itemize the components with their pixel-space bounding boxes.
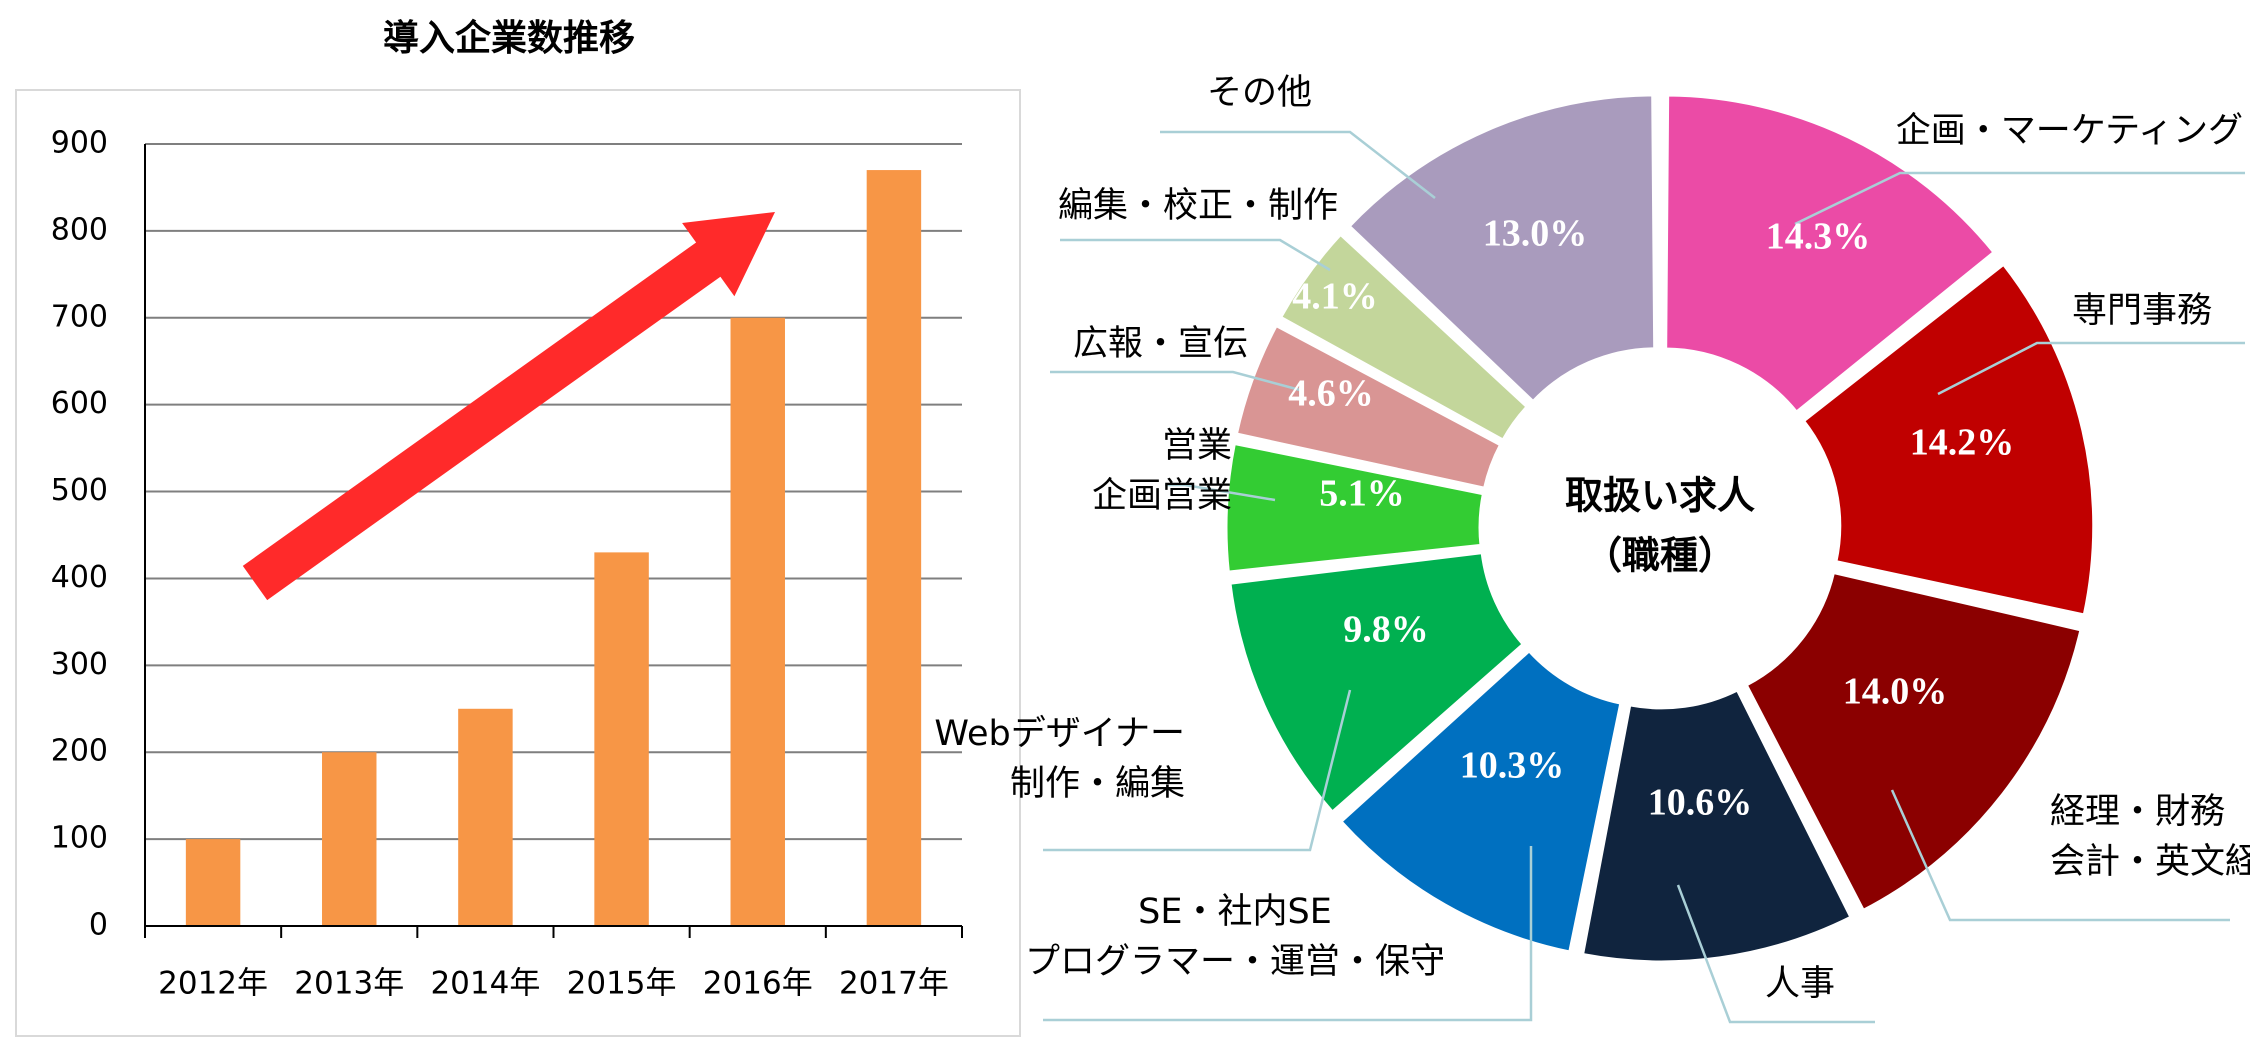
slice-category-label: その他 <box>1207 73 1312 113</box>
bar <box>458 708 513 926</box>
slice-percent-label: 4.6% <box>1288 373 1374 415</box>
donut-slice <box>1580 687 1853 964</box>
bar <box>730 317 785 926</box>
donut-slice <box>1338 648 1623 954</box>
slice-percent-label: 5.1% <box>1319 473 1405 515</box>
leader-line <box>1060 238 1331 272</box>
y-tick-label: 100 <box>51 821 108 856</box>
leader-line <box>1160 130 1436 199</box>
y-tick-label: 700 <box>51 299 108 334</box>
chart-frame <box>15 89 1021 1037</box>
slice-percent-label: 14.0% <box>1843 671 1948 713</box>
slice-percent-label: 9.8% <box>1343 609 1429 651</box>
slice-category-label: 企画・マーケティング <box>1896 111 2243 151</box>
donut-slice <box>1744 570 2083 913</box>
x-axis-ticks: 2012年 2013年 2014年 2015年 2016年 2017年 <box>158 966 949 1002</box>
y-tick-label: 600 <box>51 386 108 421</box>
x-axis <box>144 144 963 938</box>
bar <box>594 552 649 926</box>
leader-line <box>1676 884 1875 1024</box>
slice-category-label: 経理・財務 <box>2050 792 2225 832</box>
slice-category-label: 広報・宣伝 <box>1073 324 1248 364</box>
x-tick-label: 2017年 <box>839 966 949 1002</box>
donut-slice <box>1234 323 1503 491</box>
slice-category-label: 企画営業 <box>1092 476 1232 516</box>
slice-category-label: 営業 <box>1162 426 1232 466</box>
slice-category-label: Webデザイナー <box>934 714 1185 754</box>
leader-line <box>1050 370 1301 392</box>
bar-chart: 導入企業数推移 0 100 200 300 400 500 600 700 800 900 201… <box>15 17 1021 1037</box>
slice-percent-label: 10.6% <box>1648 782 1753 824</box>
bar <box>322 752 377 926</box>
donut-center-text: 取扱い求人 <box>1565 474 1755 518</box>
slice-category-label: プログラマー・運営・保守 <box>1025 942 1445 982</box>
leader-line <box>1043 689 1352 852</box>
donut-slices <box>1224 93 2096 964</box>
bar <box>185 839 241 926</box>
trend-arrow-icon <box>242 212 776 601</box>
bars <box>185 170 922 927</box>
donut-slice <box>1664 93 1997 415</box>
y-tick-label: 900 <box>51 126 108 161</box>
slice-percent-label: 14.3% <box>1766 216 1871 258</box>
x-tick-label: 2015年 <box>567 966 677 1002</box>
donut-slice <box>1224 441 1486 574</box>
leader-line <box>1794 171 2245 226</box>
slice-percent-label: 4.1% <box>1292 276 1378 318</box>
leader-line <box>1890 789 2230 922</box>
donut-center-text: （職種） <box>1584 534 1736 578</box>
donut-chart: 14.3% 14.2% 14.0% 10.6% 10.3% 9.8% 5.1% 4.6% 4.1… <box>934 73 2250 1024</box>
slice-percent-label: 10.3% <box>1460 745 1565 787</box>
y-tick-label: 200 <box>51 734 108 769</box>
x-tick-label: 2014年 <box>430 966 540 1002</box>
bar <box>866 170 922 927</box>
gridlines <box>145 143 962 841</box>
slice-percent-labels: 14.3% 14.2% 14.0% 10.6% 10.3% 9.8% 5.1% 4.6% 4.1… <box>1288 213 2014 824</box>
y-tick-label: 0 <box>89 908 108 943</box>
bar-chart-title: 導入企業数推移 <box>383 17 635 59</box>
leader-line <box>1937 341 2245 396</box>
slice-category-label: 専門事務 <box>2072 291 2212 331</box>
x-tick-label: 2012年 <box>158 966 268 1002</box>
slice-category-label: 人事 <box>1765 964 1835 1004</box>
slice-percent-label: 14.2% <box>1910 422 2015 464</box>
x-tick-label: 2013年 <box>294 966 404 1002</box>
y-axis-ticks: 0 100 200 300 400 500 600 700 800 900 <box>51 126 108 943</box>
y-tick-label: 300 <box>51 647 108 682</box>
slice-percent-label: 13.0% <box>1483 213 1588 255</box>
donut-slice <box>1278 232 1530 443</box>
leader-lines <box>1043 130 2245 1024</box>
slice-category-label: 編集・校正・制作 <box>1058 186 1338 226</box>
y-tick-label: 800 <box>51 212 108 247</box>
x-tick-label: 2016年 <box>703 966 813 1002</box>
leader-line <box>1165 483 1276 502</box>
donut-slice <box>1347 93 1657 404</box>
donut-center-label: 取扱い求人 （職種） <box>1565 474 1755 578</box>
y-tick-label: 400 <box>51 560 108 595</box>
slice-category-label: SE・社内SE <box>1138 892 1332 932</box>
leader-line <box>1043 846 1533 1022</box>
slice-category-label: 制作・編集 <box>1010 764 1185 804</box>
y-tick-label: 500 <box>51 473 108 508</box>
slice-category-label: 会計・英文経理 <box>2050 842 2250 882</box>
donut-slice <box>1228 550 1526 815</box>
